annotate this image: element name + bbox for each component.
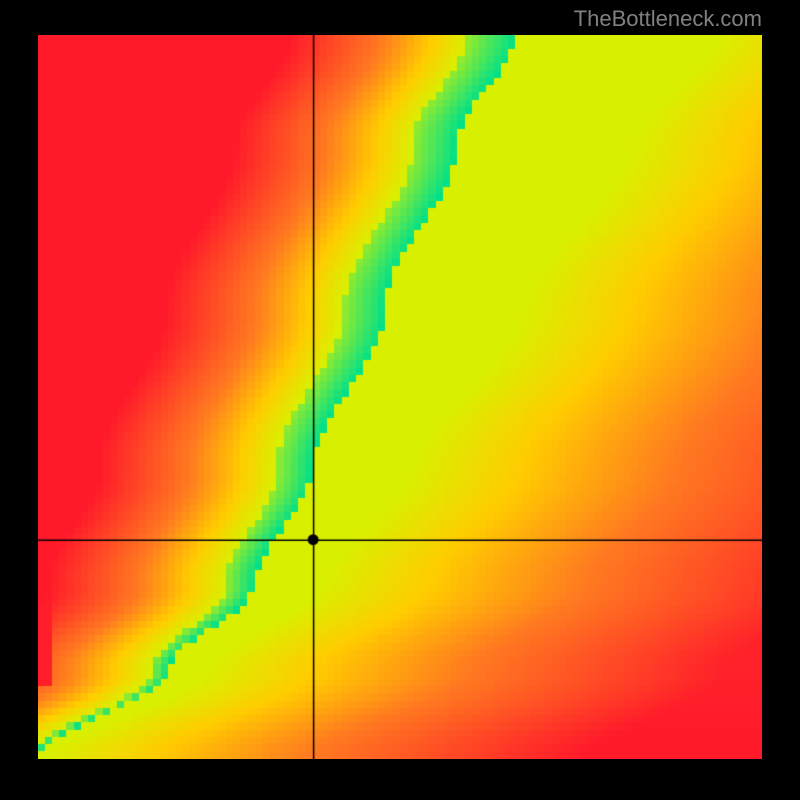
heatmap-canvas	[38, 35, 762, 759]
chart-container: TheBottleneck.com	[0, 0, 800, 800]
watermark-text: TheBottleneck.com	[574, 6, 762, 32]
